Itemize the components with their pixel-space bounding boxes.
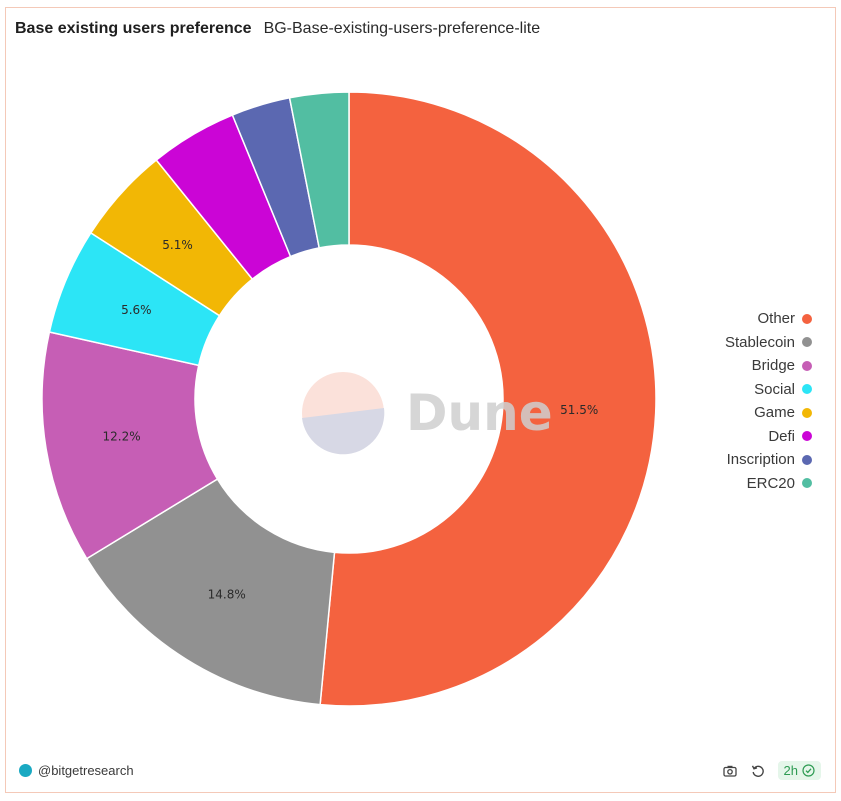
legend-label: Bridge	[751, 357, 795, 375]
legend-swatch	[802, 478, 812, 489]
check-circle-icon	[802, 764, 815, 777]
legend-label: Other	[757, 310, 795, 328]
legend-swatch	[802, 337, 812, 348]
legend-label: Stablecoin	[724, 333, 795, 351]
legend-label: Social	[754, 380, 795, 398]
slice-label-stablecoin: 14.8%	[208, 587, 246, 601]
legend-item-inscription[interactable]: Inscription	[725, 448, 812, 472]
dune-watermark: Dune	[302, 372, 553, 455]
refresh-icon[interactable]	[750, 763, 766, 779]
chart-title: Base existing users preference	[15, 20, 252, 37]
legend-label: Defi	[768, 427, 795, 445]
footer-author[interactable]: @bitgetresearch	[19, 763, 134, 778]
legend-swatch	[802, 313, 812, 324]
avatar	[19, 764, 32, 777]
slice-erc20[interactable]	[288, 91, 350, 249]
legend-item-social[interactable]: Social	[725, 378, 812, 402]
query-name[interactable]: BG-Base-existing-users-preference-lite	[263, 20, 541, 37]
slice-label-other: 51.5%	[560, 403, 598, 417]
slice-label-game: 5.1%	[162, 238, 193, 252]
legend-item-defi[interactable]: Defi	[725, 425, 812, 449]
chart-header: Base existing users preference BG-Base-e…	[15, 20, 540, 38]
slice-label-social: 5.6%	[121, 303, 152, 317]
slice-bridge[interactable]	[41, 331, 219, 560]
legend-item-stablecoin[interactable]: Stablecoin	[725, 331, 812, 355]
watermark-text: Dune	[406, 384, 553, 442]
legend-label: Game	[754, 404, 795, 422]
legend-swatch	[802, 384, 812, 395]
legend-item-other[interactable]: Other	[725, 307, 812, 331]
legend-item-game[interactable]: Game	[725, 401, 812, 425]
camera-icon[interactable]	[722, 763, 738, 779]
legend-swatch	[802, 360, 812, 371]
legend-label: ERC20	[746, 474, 795, 492]
chart-legend: Other Stablecoin Bridge Social Game Defi Inscr…	[725, 307, 812, 495]
slice-label-bridge: 12.2%	[103, 429, 141, 443]
slice-stablecoin[interactable]	[85, 478, 336, 706]
chart-card: Base existing users preference BG-Base-e…	[5, 7, 836, 793]
donut-chart: Dune 51.5% 14.8% 12.2% 5.6% 5.1%	[41, 91, 657, 707]
legend-swatch	[802, 454, 812, 465]
footer-actions: 2h	[722, 761, 821, 780]
legend-label: Inscription	[726, 451, 795, 469]
legend-swatch	[802, 431, 812, 442]
legend-swatch	[802, 407, 812, 418]
author-handle[interactable]: @bitgetresearch	[38, 763, 134, 778]
legend-item-erc20[interactable]: ERC20	[725, 472, 812, 496]
refresh-age: 2h	[783, 763, 798, 778]
slice-other[interactable]	[319, 91, 657, 707]
legend-item-bridge[interactable]: Bridge	[725, 354, 812, 378]
refresh-status-badge[interactable]: 2h	[777, 761, 821, 780]
